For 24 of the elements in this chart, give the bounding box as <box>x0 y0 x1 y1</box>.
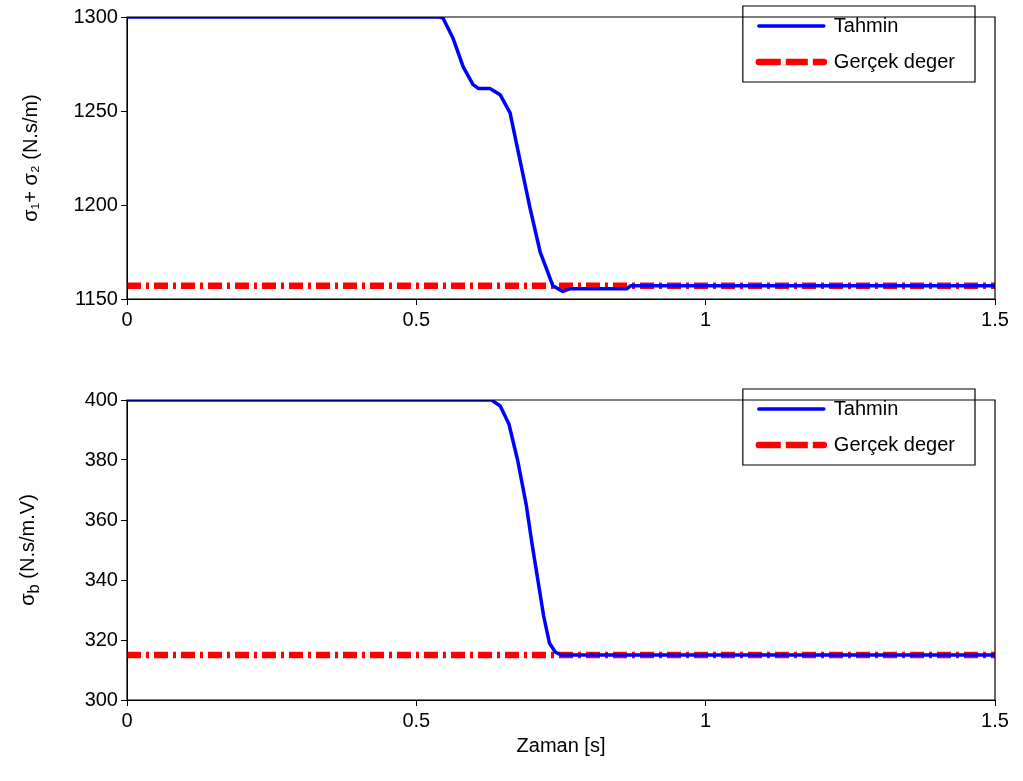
legend-label: Tahmin <box>833 13 899 36</box>
x-tick-label: 0.5 <box>402 307 431 330</box>
legend-label: Gerçek deger <box>833 49 956 72</box>
x-tick-label: 1 <box>700 307 712 330</box>
y-tick-label: 1150 <box>74 286 118 309</box>
x-tick-label: 1 <box>700 708 712 731</box>
y-axis-title: σ₁+ σ₂ (N.s/m) <box>18 94 42 222</box>
x-axis-title: Zaman [s] <box>516 734 606 757</box>
y-tick-label: 1300 <box>73 4 118 27</box>
x-tick-label: 1.5 <box>981 307 1009 330</box>
x-tick-label: 0.5 <box>402 708 431 731</box>
y-tick-label: 340 <box>84 567 118 590</box>
x-tick-label: 0 <box>121 307 133 330</box>
y-tick-label: 300 <box>84 687 118 710</box>
x-tick-label: 1.5 <box>981 708 1009 731</box>
y-tick-label: 400 <box>84 387 118 410</box>
y-tick-label: 320 <box>84 627 118 650</box>
x-tick-label: 0 <box>121 708 133 731</box>
legend-label: Gerçek deger <box>833 432 956 455</box>
y-tick-label: 1200 <box>73 192 118 215</box>
y-tick-label: 380 <box>84 447 118 470</box>
y-tick-label: 360 <box>84 507 118 530</box>
y-tick-label: 1250 <box>73 98 118 121</box>
legend-label: Tahmin <box>833 396 899 419</box>
